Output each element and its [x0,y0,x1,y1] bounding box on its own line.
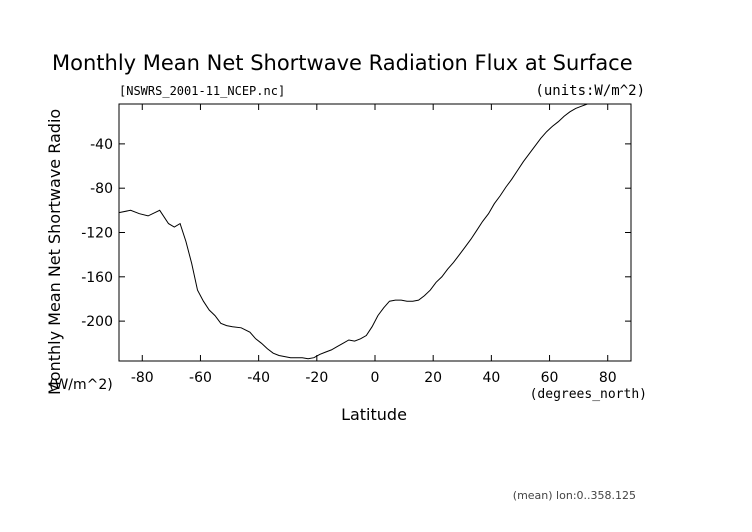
y-axis-units: (W/m^2) [49,377,113,393]
y-tick-label: -40 [90,137,113,153]
file-label: [NSWRS_2001-11_NCEP.nc] [119,84,285,98]
x-tick-label: 80 [599,370,617,386]
y-axis-label: Monthly Mean Net Shortwave Radio [45,109,64,395]
x-tick-label: 60 [541,370,559,386]
x-tick-label: -40 [247,370,270,386]
units-label: (units:W/m^2) [535,83,645,99]
y-tick-label: -120 [81,226,113,242]
chart-title: Monthly Mean Net Shortwave Radiation Flu… [52,51,633,75]
y-tick-label: -200 [81,314,113,330]
x-tick-label: -80 [131,370,154,386]
x-tick-label: -20 [305,370,328,386]
plot-area: -40-80-120-160-200 -80 -60 -40 -20 0 20 40 60 80 [81,103,632,386]
plot-frame [118,103,632,362]
footnote: (mean) lon:0..358.125 [513,489,636,502]
x-tick-label: 40 [482,370,500,386]
x-tick-label: 20 [424,370,442,386]
x-ticks: -80 -60 -40 -20 0 20 40 60 80 [131,104,617,386]
series-line [118,103,631,360]
x-tick-label: -60 [189,370,212,386]
y-ticks: -40 -80 -120 -160 -200 [81,137,631,330]
y-tick-label: -160 [81,270,113,286]
y-tick-label: -80 [90,181,113,197]
x-axis-units: (degrees_north) [530,387,647,402]
x-tick-label: 0 [371,370,380,386]
x-axis-label: Latitude [341,405,407,424]
